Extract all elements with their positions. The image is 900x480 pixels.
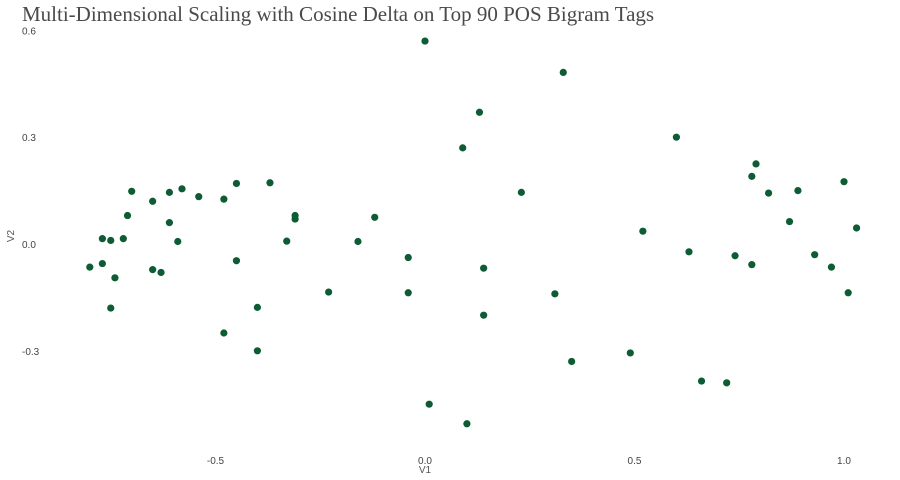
data-point — [149, 266, 157, 274]
data-point — [794, 187, 802, 195]
data-point — [748, 172, 756, 180]
data-point — [639, 227, 647, 235]
data-point — [827, 263, 836, 271]
data-point — [425, 400, 433, 408]
data-point — [764, 189, 773, 197]
data-point — [371, 213, 379, 221]
data-point — [98, 235, 106, 243]
data-point — [480, 264, 488, 272]
data-point — [685, 248, 693, 256]
data-point — [731, 252, 739, 260]
data-point — [283, 237, 291, 245]
data-point — [165, 219, 174, 227]
data-point — [459, 144, 467, 152]
data-point — [354, 237, 362, 246]
data-point — [253, 303, 261, 311]
data-point — [232, 257, 241, 265]
chart-title: Multi-Dimensional Scaling with Cosine De… — [22, 2, 654, 26]
data-point — [119, 235, 127, 243]
data-point — [111, 274, 119, 282]
data-point — [165, 188, 174, 196]
data-point — [785, 217, 794, 226]
data-point — [559, 68, 567, 77]
data-point — [844, 289, 852, 297]
data-point — [752, 160, 760, 168]
data-point — [697, 377, 706, 385]
data-point — [232, 179, 241, 188]
data-point — [475, 108, 484, 116]
data-point — [517, 188, 525, 196]
x-axis: -0.5 0.0 0.5 1.0 — [207, 456, 852, 467]
data-point — [128, 187, 136, 195]
x-tick-label: 0.0 — [418, 456, 432, 467]
data-point — [811, 251, 819, 259]
data-point — [568, 357, 576, 366]
data-point — [480, 311, 488, 319]
y-tick-label: -0.3 — [22, 347, 40, 358]
y-tick-label: 0.3 — [22, 133, 36, 144]
data-point — [723, 379, 731, 387]
data-point — [463, 420, 471, 428]
y-axis-label: V2 — [6, 229, 17, 242]
data-point — [123, 211, 132, 220]
data-point — [220, 329, 228, 337]
data-point — [178, 185, 186, 193]
y-tick-label: 0.0 — [22, 240, 36, 251]
data-points — [86, 37, 861, 428]
data-point — [404, 253, 412, 262]
data-point — [852, 224, 861, 232]
data-point — [174, 237, 182, 246]
data-point — [404, 289, 412, 297]
y-axis: -0.3 0.0 0.3 0.6 — [22, 26, 40, 357]
data-point — [551, 290, 559, 298]
data-point — [291, 211, 299, 220]
data-point — [748, 261, 756, 269]
data-point — [149, 197, 157, 205]
x-tick-label: -0.5 — [207, 456, 225, 467]
x-tick-label: 1.0 — [837, 456, 851, 467]
data-point — [253, 347, 261, 355]
data-point — [157, 268, 165, 277]
data-point — [421, 37, 429, 45]
data-point — [107, 236, 115, 245]
data-point — [86, 263, 94, 271]
data-point — [195, 193, 203, 201]
data-point — [107, 304, 115, 312]
data-point — [626, 349, 634, 357]
y-tick-label: 0.6 — [22, 26, 36, 37]
data-point — [266, 179, 274, 187]
x-axis-label: V1 — [419, 465, 432, 476]
data-point — [840, 178, 848, 186]
data-point — [220, 195, 228, 203]
x-tick-label: 0.5 — [628, 456, 642, 467]
data-point — [672, 133, 681, 141]
data-point — [98, 259, 106, 268]
data-point — [325, 288, 333, 296]
